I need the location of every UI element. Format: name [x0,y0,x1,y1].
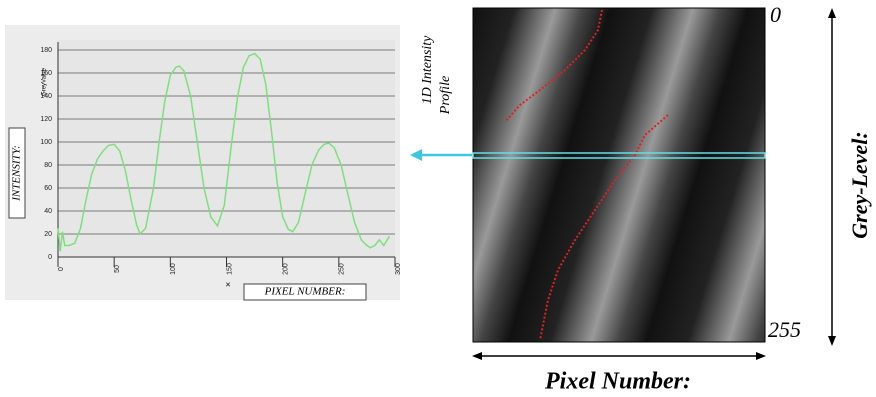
intensity-image [473,8,765,342]
arrow-head [410,149,422,161]
selected-row [472,152,766,159]
y-tick-label: 180 [40,47,52,54]
x-label-box [243,283,367,301]
arrow-head [472,352,482,360]
x-axis-name: × [225,279,230,289]
y-tick-label: 60 [44,185,52,192]
trace [539,114,669,341]
grey-bottom: 255 [768,317,801,342]
profile-label: 1D Intensity [420,35,435,105]
profile-label: Profile [438,76,453,115]
y-axis-name: GreyValue [42,67,48,96]
arrow-head [756,352,766,360]
grey-top: 0 [770,2,781,27]
y-tick-label: 140 [40,93,52,100]
y-label: INTENSITY: [11,145,23,202]
plot-area [58,40,395,257]
y-tick-label: 80 [44,162,52,169]
x-tick-label: 150 [226,263,233,275]
image-border [472,7,766,343]
x-tick-label: 300 [395,263,402,275]
x-tick-label: 200 [283,263,290,275]
y-tick-label: 0 [48,254,52,261]
y-label-box [8,127,26,219]
y-tick-label: 100 [40,139,52,146]
trace [504,9,603,123]
y-tick-label: 120 [40,116,52,123]
pixel-axis-label: Pixel Number: [544,369,691,395]
x-label: PIXEL NUMBER: [264,286,346,298]
y-tick-label: 40 [44,208,52,215]
x-tick-label: 0 [58,267,65,271]
arrow-head [828,8,836,18]
x-tick-label: 250 [339,263,346,275]
x-tick-label: 50 [114,265,121,273]
arrow-head [828,336,836,346]
grey-axis-label: Grey-Level: [847,131,872,238]
y-tick-label: 160 [40,70,52,77]
x-tick-label: 100 [170,263,177,275]
data-line [57,52,391,252]
y-tick-label: 20 [44,231,52,238]
